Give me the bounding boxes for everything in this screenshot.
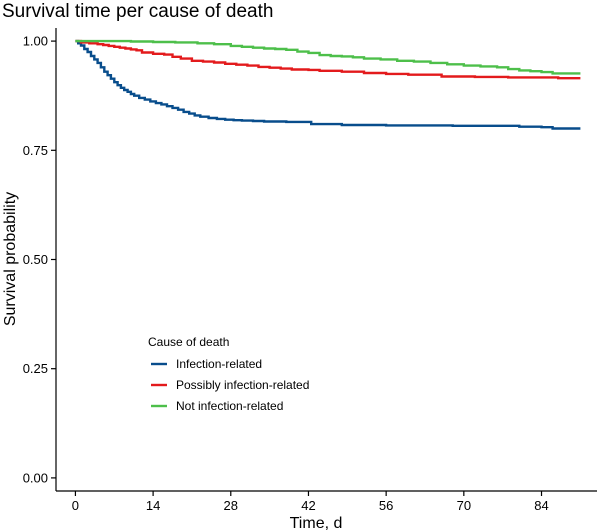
survival-curve-possibly-infection-related	[75, 39, 581, 80]
y-tick-label: 1.00	[23, 34, 48, 49]
y-tick-label: 0.75	[23, 143, 48, 158]
legend-label: Possibly infection-related	[176, 378, 309, 392]
y-tick-label: 0.50	[23, 252, 48, 267]
y-tick-label: 0.00	[23, 470, 48, 485]
y-tick-label: 0.25	[23, 361, 48, 376]
x-tick-label: 70	[457, 498, 471, 513]
x-tick-label: 28	[224, 498, 238, 513]
x-tick-label: 84	[534, 498, 548, 513]
legend-title: Cause of death	[148, 335, 229, 349]
survival-curve-not-infection-related	[75, 39, 581, 75]
legend-items: Infection-related Possibly infection-rela…	[151, 357, 309, 413]
legend-label: Not infection-related	[176, 399, 283, 413]
x-axis-ticks: 0 14 28 42 56 70 84	[72, 491, 549, 513]
x-tick-label: 42	[301, 498, 315, 513]
x-tick-label: 56	[379, 498, 393, 513]
y-axis-ticks: 0.00 0.25 0.50 0.75 1.00	[23, 34, 56, 485]
x-tick-label: 14	[146, 498, 160, 513]
chart-title: Survival time per cause of death	[2, 1, 273, 22]
legend: Cause of death Infection-related Possibly…	[148, 335, 309, 413]
x-tick-label: 0	[72, 498, 79, 513]
survival-curves	[75, 39, 581, 130]
y-axis-title: Survival probability	[2, 192, 19, 326]
plot-area: 0.00 0.25 0.50 0.75 1.00 0 14 28 42 56 70 84	[23, 28, 597, 513]
survival-curve-infection-related	[75, 39, 581, 130]
legend-label: Infection-related	[176, 357, 262, 371]
x-axis-title: Time, d	[290, 515, 343, 532]
